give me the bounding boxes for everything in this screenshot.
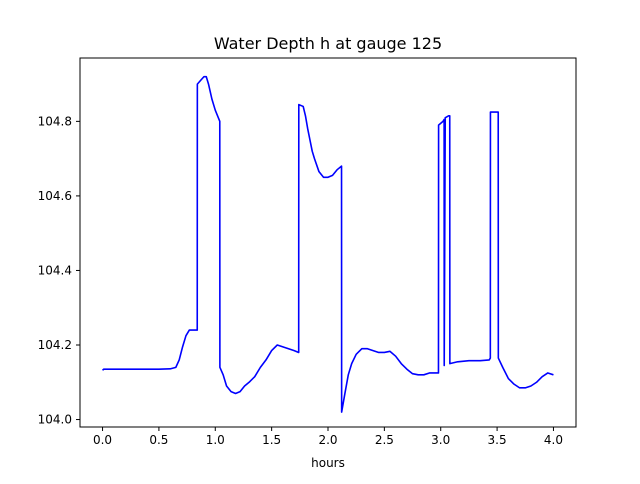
x-axis: 0.0 0.5 1.0 1.5 2.0 2.5 3.0 3.5 4.0 xyxy=(93,427,563,447)
series-line-0 xyxy=(101,75,554,413)
x-tick-label: 3.0 xyxy=(431,433,450,447)
chart-title: Water Depth h at gauge 125 xyxy=(214,34,442,53)
x-tick-label: 0.0 xyxy=(93,433,112,447)
x-tick-label: 1.5 xyxy=(262,433,281,447)
x-tick-label: 3.5 xyxy=(488,433,507,447)
y-tick-label: 104.8 xyxy=(38,114,72,128)
y-tick-label: 104.0 xyxy=(38,413,72,427)
x-tick-label: 2.5 xyxy=(375,433,394,447)
y-axis: 104.0 104.2 104.4 104.6 104.8 xyxy=(38,114,80,427)
x-tick-label: 2.0 xyxy=(318,433,337,447)
x-tick-label: 4.0 xyxy=(544,433,563,447)
x-axis-label: hours xyxy=(311,456,345,470)
y-tick-label: 104.2 xyxy=(38,338,72,352)
plot-area xyxy=(101,75,554,413)
x-tick-label: 0.5 xyxy=(149,433,168,447)
y-tick-label: 104.4 xyxy=(38,263,72,277)
x-tick-label: 1.0 xyxy=(206,433,225,447)
y-tick-label: 104.6 xyxy=(38,189,72,203)
